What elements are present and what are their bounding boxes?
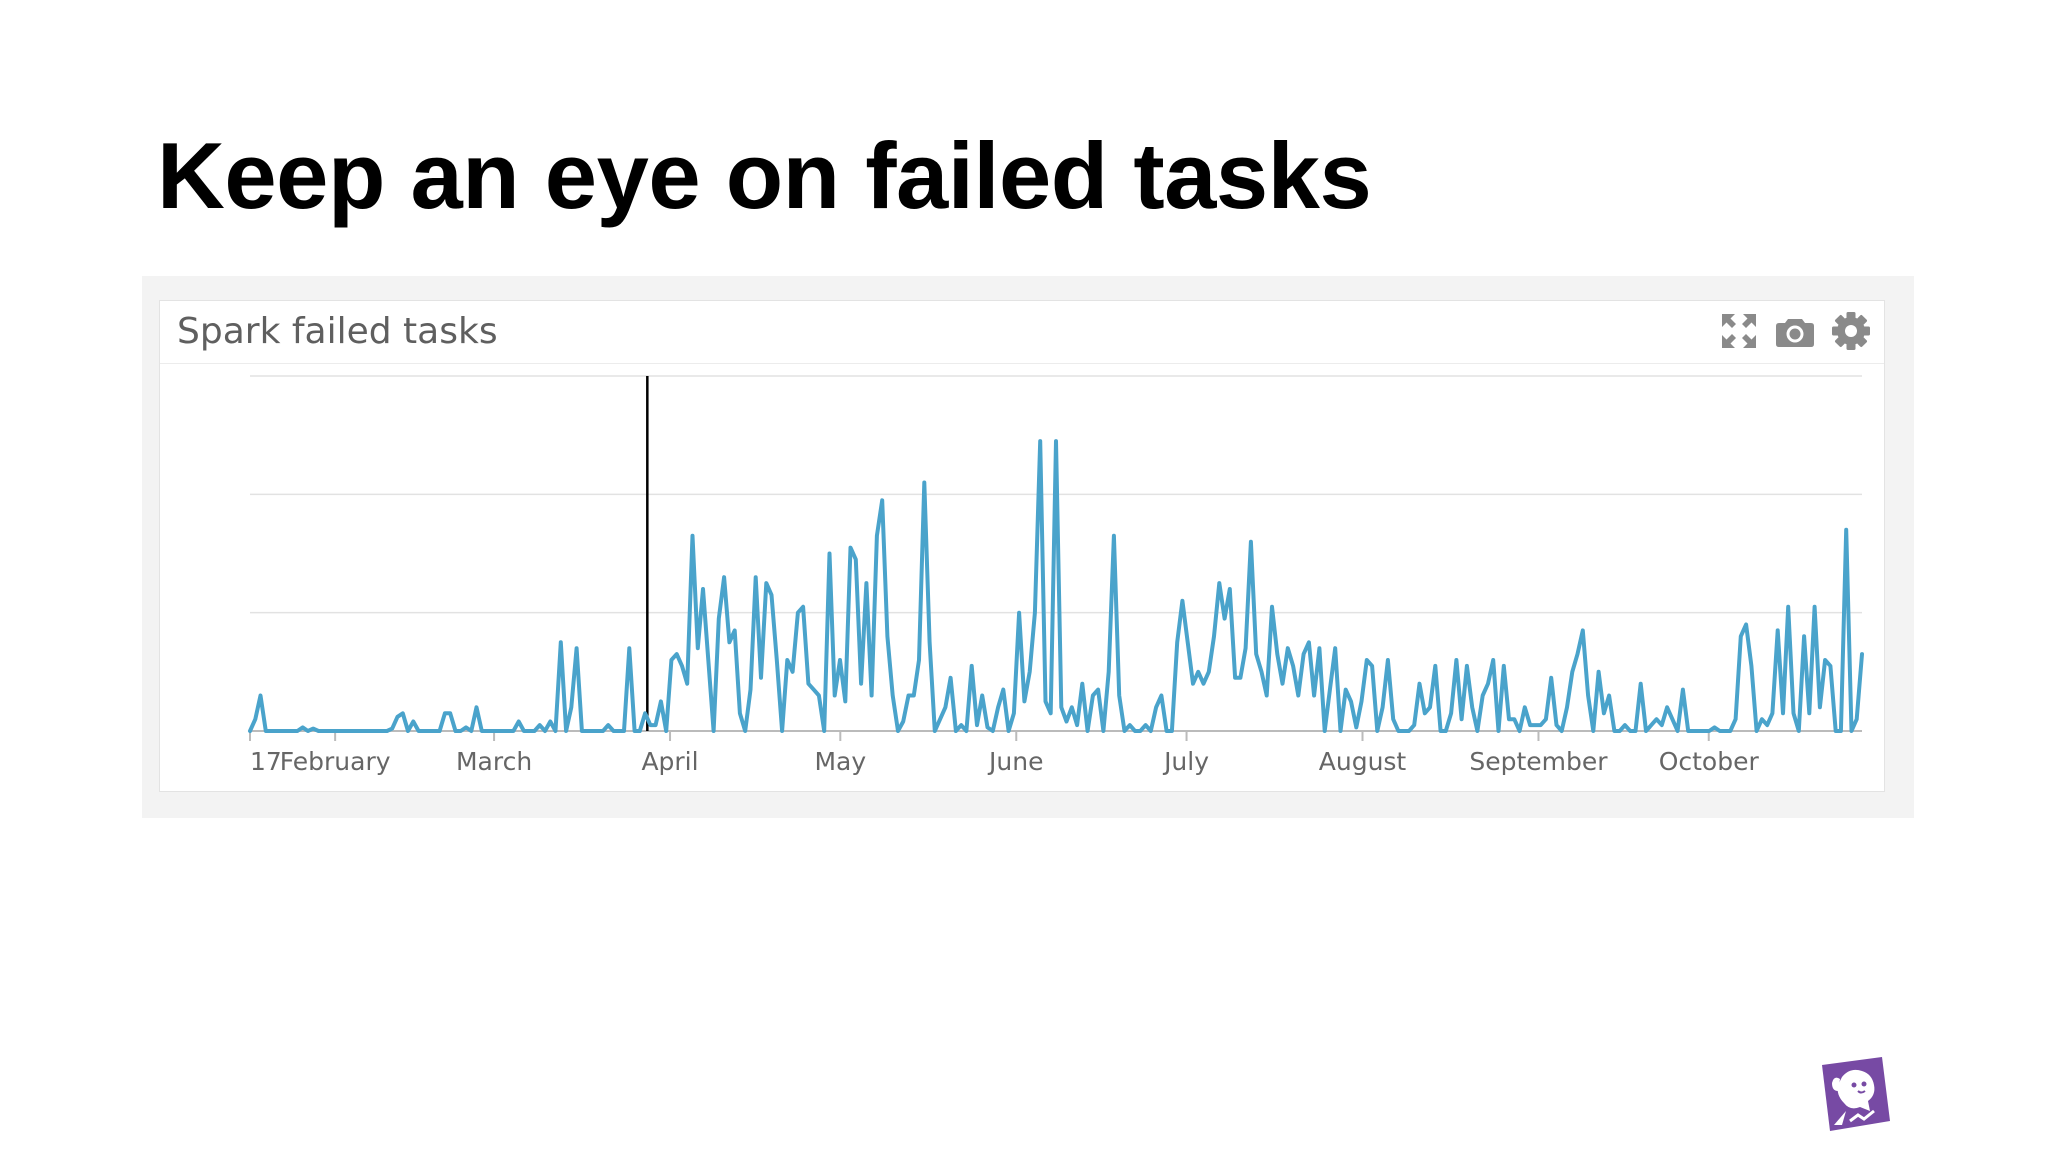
x-tick-label-2: March [456, 747, 532, 776]
x-tick-label-4: May [814, 747, 866, 776]
x-tick-label-0: 17 [250, 747, 282, 776]
series-layer [248, 439, 1864, 733]
x-tick-label-8: September [1469, 747, 1608, 776]
camera-icon[interactable] [1774, 310, 1816, 352]
widget-toolbar [1718, 310, 1872, 352]
x-tick-label-9: October [1659, 747, 1760, 776]
widget-title: Spark failed tasks [177, 311, 498, 352]
chart-widget: Spark failed tasks [159, 300, 1885, 792]
slide-title: Keep an eye on failed tasks [157, 123, 1372, 228]
gear-icon[interactable] [1830, 310, 1872, 352]
widget-header: Spark failed tasks [160, 301, 1884, 364]
x-tick-label-3: April [641, 747, 698, 776]
series-line-0 [248, 439, 1864, 733]
datadog-logo [1822, 1057, 1890, 1131]
x-tick-label-5: June [987, 747, 1043, 776]
x-tick-label-7: August [1319, 747, 1407, 776]
expand-icon[interactable] [1718, 310, 1760, 352]
x-tick-label-6: July [1162, 747, 1209, 776]
x-tick-label-1: February [280, 747, 391, 776]
